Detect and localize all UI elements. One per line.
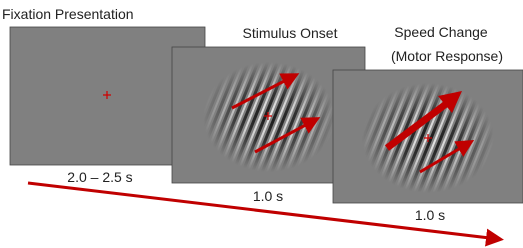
diagram: Fixation Presentation 2.0 – 2.5 s Stimul… [0, 0, 523, 248]
panel-title: Speed Change [394, 24, 488, 40]
duration: 1.0 s [253, 188, 283, 204]
panel-subtitle: (Motor Response) [391, 48, 503, 64]
duration: 2.0 – 2.5 s [67, 169, 132, 185]
panel-title: Fixation Presentation [2, 6, 134, 22]
grating [203, 62, 335, 172]
panel-title: Stimulus Onset [243, 25, 338, 41]
duration: 1.0 s [415, 207, 445, 223]
